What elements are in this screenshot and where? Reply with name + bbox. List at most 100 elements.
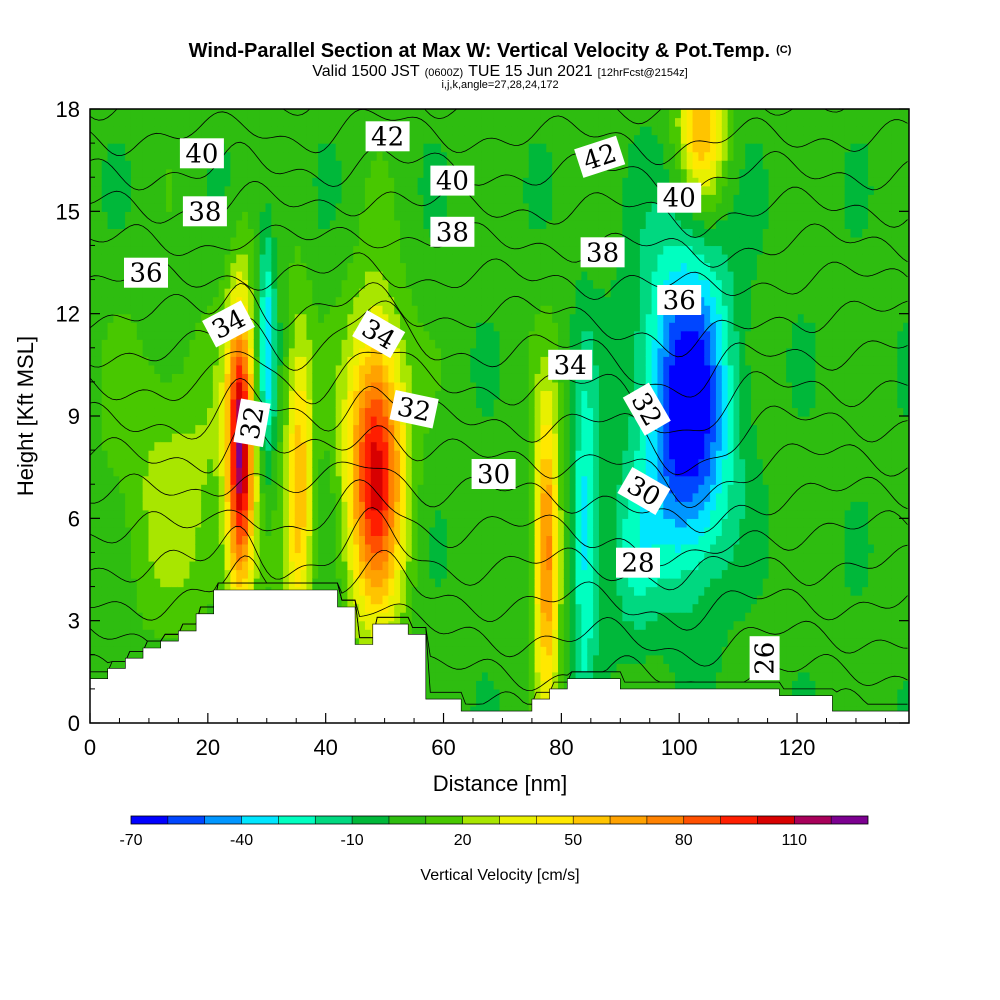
field-cell (171, 518, 179, 528)
field-cell (101, 134, 109, 144)
field-cell (335, 450, 343, 460)
field-cell (364, 620, 372, 630)
field-cell (329, 381, 337, 392)
field-cell (130, 313, 138, 323)
field-cell (189, 305, 196, 315)
field-cell (411, 629, 419, 639)
field-cell (242, 467, 249, 477)
field-cell (95, 185, 103, 195)
field-cell (382, 509, 389, 519)
field-cell (481, 160, 489, 170)
field-cell (154, 586, 161, 596)
field-cell (207, 398, 214, 409)
field-cell (277, 492, 284, 502)
field-cell (247, 143, 255, 153)
field-cell (324, 279, 331, 289)
field-cell (470, 416, 477, 426)
field-cell (177, 109, 185, 119)
field-cell (288, 509, 296, 519)
field-cell (300, 390, 308, 400)
field-cell (376, 245, 384, 255)
field-cell (224, 185, 231, 195)
field-cell (171, 458, 179, 468)
field-cell (101, 194, 109, 204)
field-cell (230, 143, 237, 153)
field-cell (493, 646, 501, 656)
field-cell (324, 458, 331, 468)
field-cell (119, 629, 126, 639)
field-cell (470, 330, 477, 340)
field-cell (107, 663, 114, 673)
field-cell (107, 458, 114, 468)
field-cell (166, 560, 173, 571)
field-cell (148, 637, 155, 647)
field-cell (341, 245, 348, 255)
field-cell (218, 185, 226, 195)
field-cell (417, 364, 425, 374)
field-cell (423, 381, 430, 392)
field-cell (458, 143, 465, 153)
field-cell (441, 603, 448, 613)
field-cell (201, 595, 208, 605)
field-cell (183, 305, 191, 315)
field-cell (423, 535, 430, 545)
field-cell (400, 441, 407, 451)
field-cell (90, 595, 97, 605)
field-cell (212, 467, 220, 477)
field-cell (242, 552, 249, 562)
field-cell (382, 560, 389, 571)
field-cell (230, 416, 237, 426)
field-cell (376, 228, 384, 238)
field-cell (441, 381, 448, 392)
field-cell (119, 185, 126, 195)
field-cell (341, 441, 348, 451)
field-cell (119, 117, 126, 127)
field-cell (224, 543, 231, 554)
field-cell (481, 620, 489, 630)
field-cell (353, 313, 360, 323)
field-cell (329, 117, 337, 127)
field-cell (300, 518, 308, 528)
field-cell (177, 509, 185, 519)
field-cell (452, 654, 460, 664)
field-cell (382, 467, 389, 477)
field-cell (148, 467, 155, 477)
field-cell (458, 373, 465, 383)
field-cell (125, 211, 132, 221)
field-cell (125, 629, 132, 639)
field-cell (101, 569, 109, 579)
field-cell (101, 552, 109, 562)
field-cell (101, 271, 109, 281)
field-cell (429, 160, 436, 170)
field-cell (148, 347, 155, 357)
field-cell (370, 288, 378, 298)
field-cell (218, 126, 226, 136)
field-cell (400, 612, 407, 622)
field-cell (119, 526, 126, 536)
field-cell (95, 501, 103, 511)
field-cell (382, 441, 389, 451)
field-cell (318, 219, 325, 229)
field-cell (400, 595, 407, 605)
field-cell (207, 441, 214, 451)
field-cell (195, 339, 202, 349)
field-cell (271, 424, 278, 434)
field-cell (382, 109, 389, 119)
field-cell (288, 271, 296, 281)
field-cell (95, 518, 103, 528)
field-cell (329, 475, 337, 485)
field-cell (201, 433, 208, 443)
field-cell (300, 253, 308, 264)
field-cell (364, 416, 372, 426)
field-cell (435, 612, 442, 622)
field-cell (283, 569, 290, 579)
field-cell (411, 620, 419, 630)
field-cell (353, 612, 360, 622)
field-cell (476, 373, 483, 383)
field-cell (335, 160, 343, 170)
field-cell (136, 160, 144, 170)
field-cell (125, 603, 132, 613)
field-cell (382, 595, 389, 605)
field-cell (283, 535, 290, 545)
field-cell (101, 398, 109, 409)
